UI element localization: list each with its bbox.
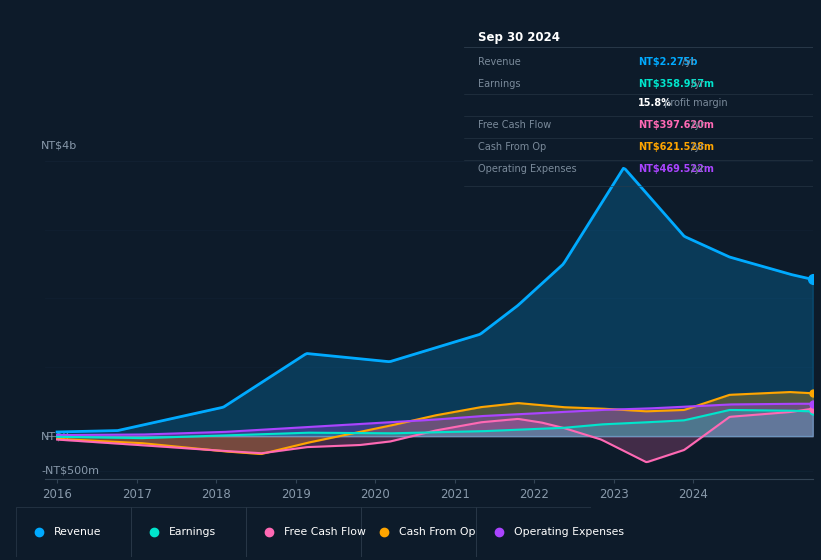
Text: Free Cash Flow: Free Cash Flow xyxy=(478,120,551,130)
Text: NT$397.620m: NT$397.620m xyxy=(639,120,714,130)
Text: NT$358.957m: NT$358.957m xyxy=(639,80,714,89)
Text: /yr: /yr xyxy=(688,120,704,130)
Text: NT$2.275b: NT$2.275b xyxy=(639,57,698,67)
Text: 15.8%: 15.8% xyxy=(639,98,672,108)
Text: NT$621.528m: NT$621.528m xyxy=(639,142,714,152)
Text: /yr: /yr xyxy=(688,164,704,174)
Text: /yr: /yr xyxy=(679,57,695,67)
Text: Operating Expenses: Operating Expenses xyxy=(478,164,576,174)
Text: Cash From Op: Cash From Op xyxy=(478,142,546,152)
Text: NT$469.522m: NT$469.522m xyxy=(639,164,714,174)
Bar xyxy=(246,507,361,557)
Text: /yr: /yr xyxy=(688,142,704,152)
Text: Cash From Op: Cash From Op xyxy=(399,527,475,537)
Text: Operating Expenses: Operating Expenses xyxy=(514,527,623,537)
Bar xyxy=(476,507,591,557)
Text: NT$4b: NT$4b xyxy=(41,140,77,150)
Text: profit margin: profit margin xyxy=(661,98,727,108)
Text: Free Cash Flow: Free Cash Flow xyxy=(284,527,365,537)
Text: /yr: /yr xyxy=(688,80,704,89)
Text: Revenue: Revenue xyxy=(54,527,101,537)
Text: -NT$500m: -NT$500m xyxy=(41,465,99,475)
Text: Earnings: Earnings xyxy=(478,80,521,89)
Bar xyxy=(16,507,131,557)
Text: Earnings: Earnings xyxy=(169,527,216,537)
Bar xyxy=(131,507,246,557)
Text: NT$0: NT$0 xyxy=(41,431,71,441)
Text: Sep 30 2024: Sep 30 2024 xyxy=(478,31,560,44)
Bar xyxy=(361,507,476,557)
Text: Revenue: Revenue xyxy=(478,57,521,67)
